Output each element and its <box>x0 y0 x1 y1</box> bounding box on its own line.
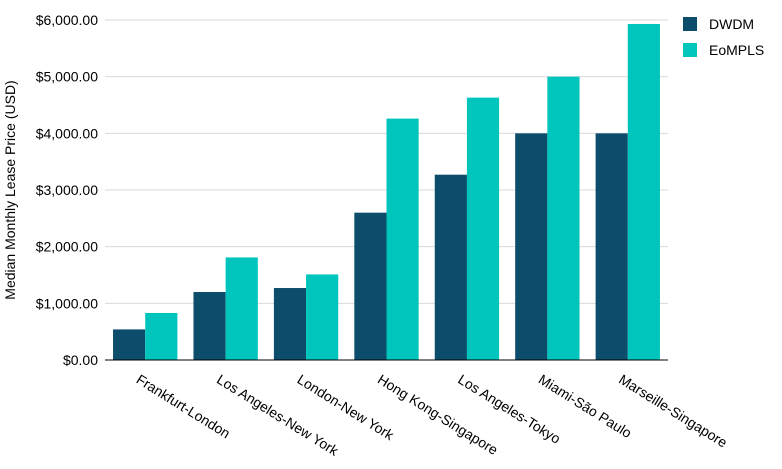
y-tick-label: $0.00 <box>63 352 98 368</box>
bar-dwdm-2 <box>273 288 307 360</box>
bar-dwdm-5 <box>515 133 548 360</box>
y-tick-label: $4,000.00 <box>36 125 98 141</box>
bar-eompls-0 <box>145 312 178 360</box>
y-tick-label: $5,000.00 <box>36 69 98 85</box>
y-tick-labels: $0.00 $1,000.00 $2,000.00 $3,000.00 $4,000.0… <box>36 12 98 368</box>
bar-dwdm-6 <box>595 133 628 360</box>
legend-swatch-dwdm <box>683 17 697 31</box>
x-tick-label: Marseille-Singapore <box>616 371 730 451</box>
bars <box>113 23 660 361</box>
bar-eompls-4 <box>466 97 500 360</box>
y-tick-label: $6,000.00 <box>36 12 98 28</box>
bar-dwdm-1 <box>193 292 226 360</box>
bar-eompls-2 <box>306 274 339 360</box>
bar-dwdm-3 <box>354 212 387 360</box>
y-tick-label: $1,000.00 <box>36 295 98 311</box>
legend-label: DWDM <box>709 16 754 32</box>
legend-label: EoMPLS <box>709 42 764 58</box>
y-tick-label: $2,000.00 <box>36 239 98 255</box>
bar-eompls-5 <box>547 76 580 361</box>
legend: DWDM EoMPLS <box>683 16 764 58</box>
bar-eompls-3 <box>386 118 419 360</box>
bar-eompls-1 <box>225 257 258 360</box>
y-axis-title: Median Monthly Lease Price (USD) <box>2 80 18 299</box>
y-tick-label: $3,000.00 <box>36 182 98 198</box>
bar-eompls-6 <box>627 23 660 360</box>
bar-dwdm-4 <box>434 174 467 360</box>
legend-swatch-eompls <box>683 43 697 57</box>
bar-dwdm-0 <box>113 329 146 360</box>
